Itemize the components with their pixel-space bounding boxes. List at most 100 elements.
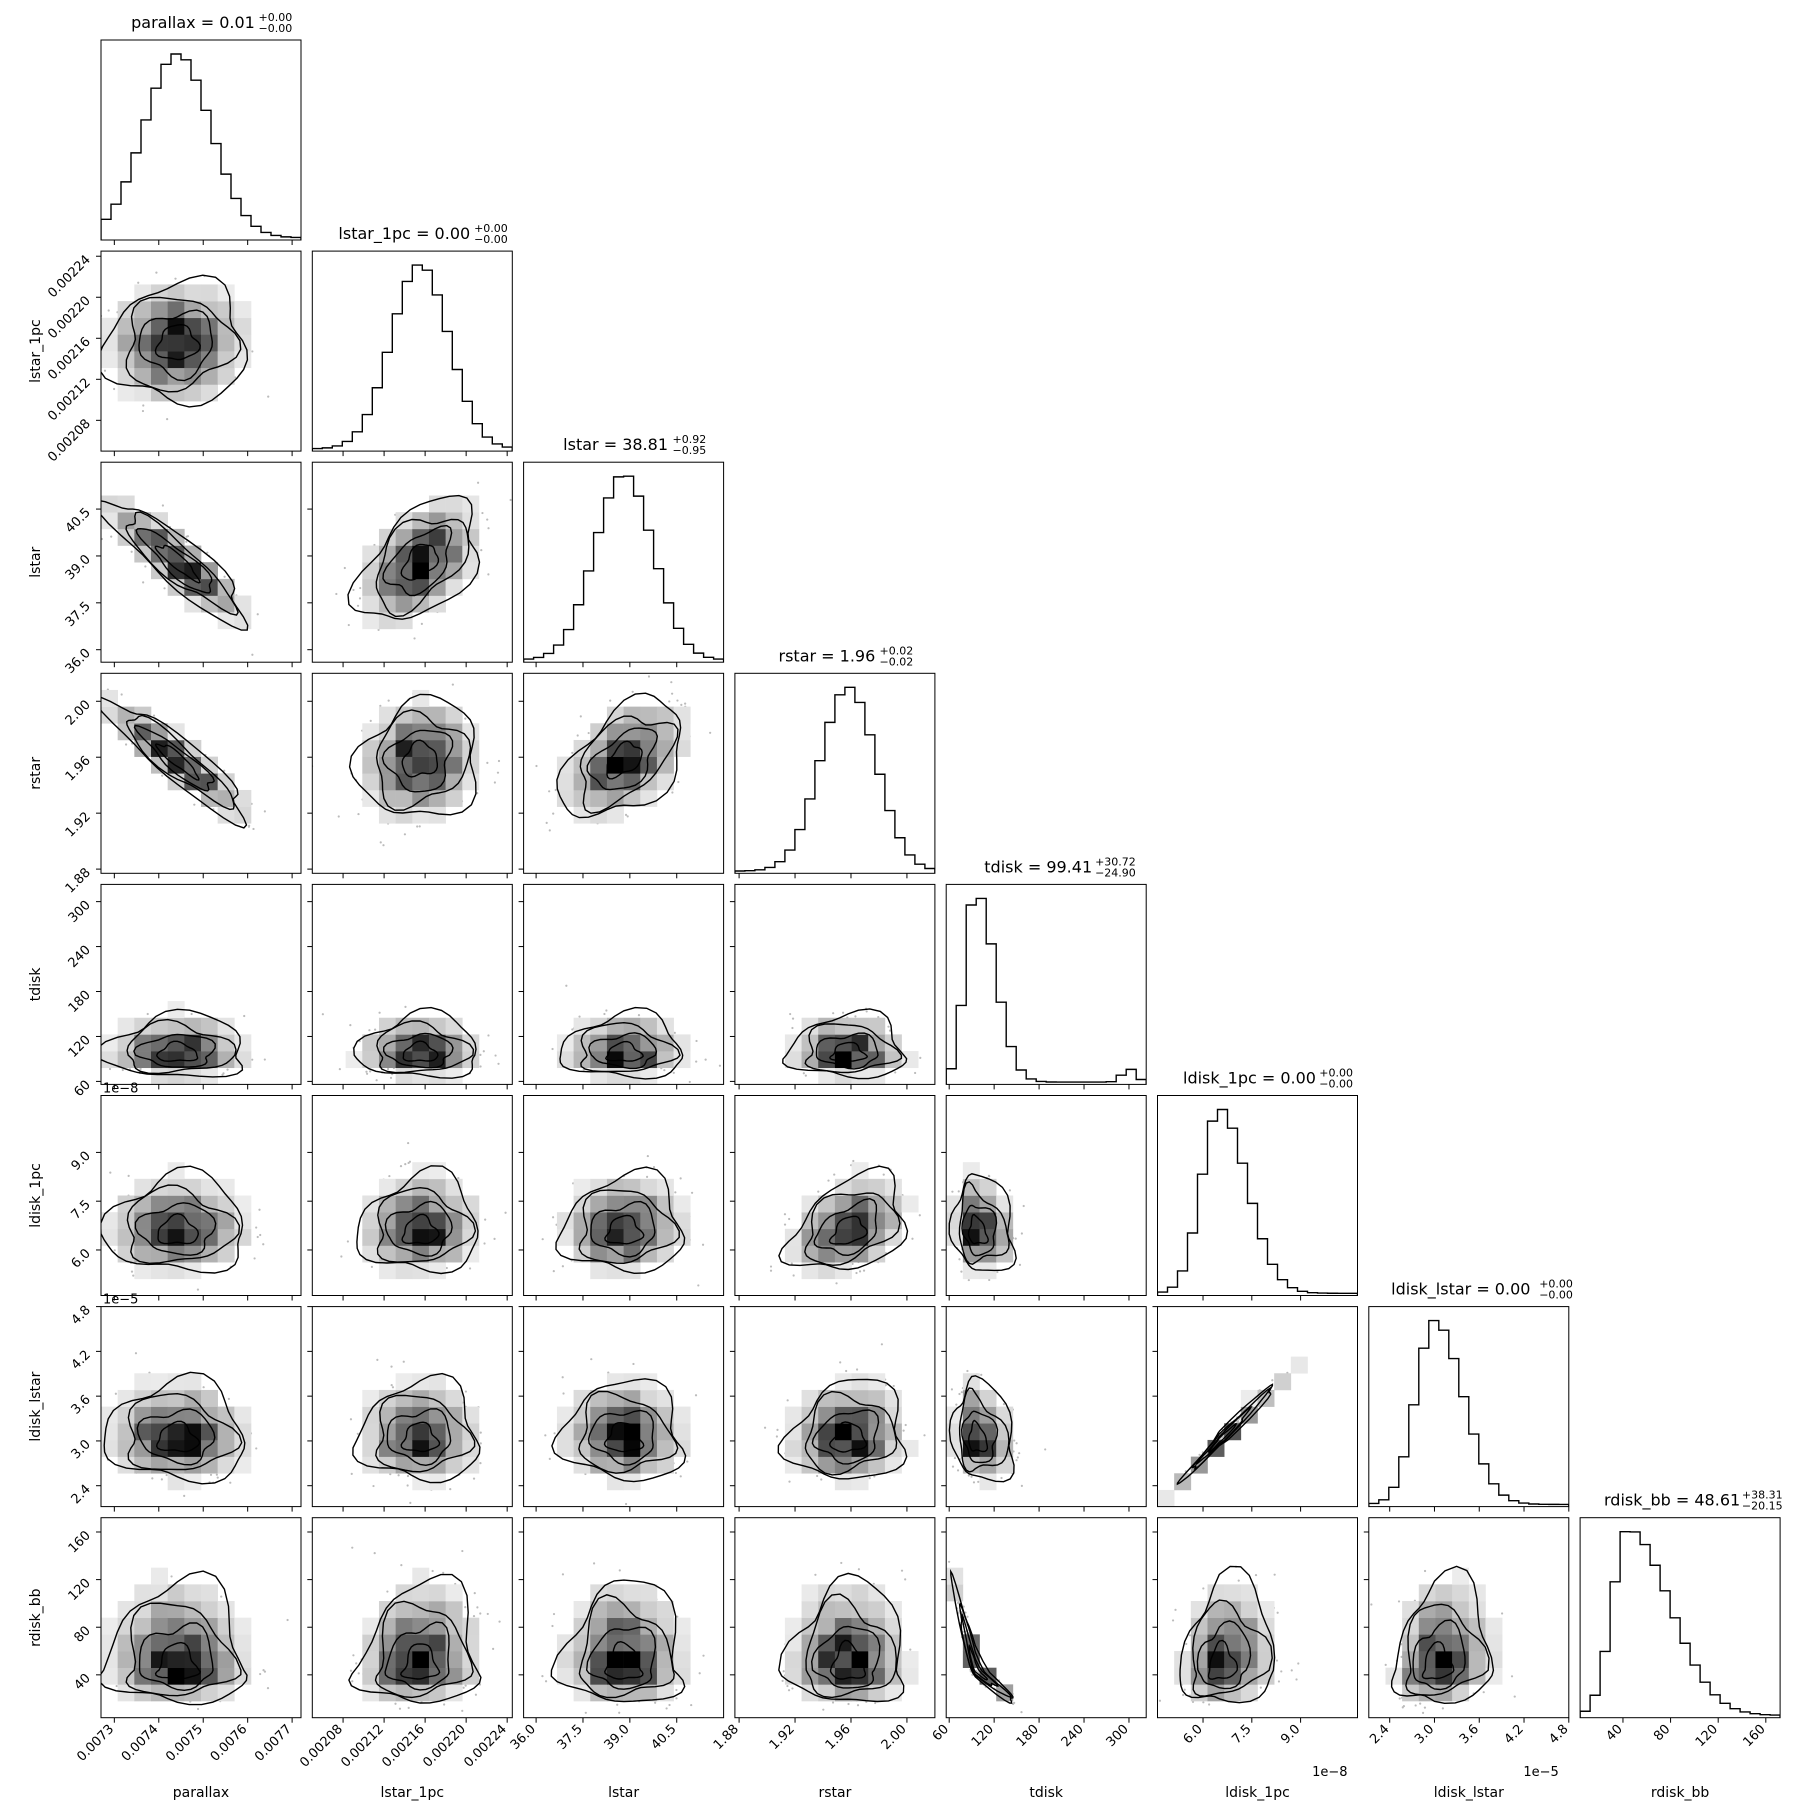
sample-point bbox=[919, 1056, 922, 1060]
sample-point bbox=[578, 1015, 581, 1018]
contour-line bbox=[382, 1032, 454, 1069]
density-cell bbox=[962, 1228, 980, 1246]
scatter-panel-ldisk_lstar-vs-lstar bbox=[518, 1306, 725, 1512]
sample-point bbox=[571, 1028, 574, 1031]
sample-point bbox=[252, 827, 255, 831]
density-cell bbox=[167, 284, 185, 302]
density-cell bbox=[184, 351, 202, 369]
sample-point bbox=[865, 1010, 868, 1013]
density-cell bbox=[884, 1178, 902, 1196]
sample-point bbox=[372, 1484, 375, 1488]
density-cell bbox=[345, 1051, 363, 1069]
contour-line bbox=[551, 1378, 687, 1483]
density-cell bbox=[556, 1406, 574, 1424]
sample-point bbox=[132, 1274, 135, 1277]
density-cell bbox=[167, 1439, 185, 1457]
density-cell bbox=[606, 789, 624, 807]
sample-point bbox=[918, 1214, 921, 1217]
sample-point bbox=[631, 690, 634, 693]
density-cell bbox=[134, 1212, 152, 1230]
density-cell bbox=[462, 1195, 480, 1213]
panel-frame bbox=[945, 883, 1147, 1085]
density-cell bbox=[445, 756, 463, 774]
density-cell bbox=[412, 756, 430, 774]
sample-point bbox=[165, 1473, 168, 1477]
density-cell bbox=[445, 1034, 463, 1052]
density-cell bbox=[640, 1389, 658, 1407]
density-cell bbox=[640, 1228, 658, 1246]
density-cell bbox=[623, 706, 641, 724]
density-cell bbox=[573, 1389, 591, 1407]
density-cell bbox=[590, 1034, 608, 1052]
density-cell bbox=[428, 528, 446, 546]
sample-point bbox=[967, 1278, 970, 1282]
density-cell bbox=[640, 756, 658, 774]
density-cell bbox=[134, 1017, 152, 1035]
density-cell bbox=[134, 351, 152, 369]
density-cell bbox=[445, 562, 463, 580]
density-cell bbox=[234, 1034, 252, 1052]
sample-point bbox=[617, 1085, 619, 1087]
sample-point bbox=[579, 715, 582, 718]
sample-point bbox=[163, 587, 166, 590]
sample-point bbox=[347, 623, 350, 627]
panel-frame bbox=[100, 39, 302, 241]
sample-point bbox=[113, 1249, 116, 1252]
contour-line bbox=[101, 274, 249, 408]
y-tick-label-tdisk: 300 bbox=[66, 898, 94, 926]
density-cell bbox=[573, 1406, 591, 1424]
sample-point bbox=[346, 1240, 349, 1243]
sample-point bbox=[389, 1473, 392, 1476]
sample-point bbox=[386, 1067, 390, 1071]
density-cell bbox=[217, 806, 235, 824]
density-cell bbox=[851, 1034, 869, 1052]
density-cell bbox=[606, 1373, 624, 1391]
sample-point bbox=[554, 788, 557, 792]
sample-point bbox=[709, 731, 712, 734]
panel-frame bbox=[734, 672, 936, 874]
contour-line bbox=[778, 1165, 909, 1271]
density-cell bbox=[117, 367, 135, 385]
contour-line bbox=[101, 500, 249, 631]
density-cell bbox=[445, 495, 463, 513]
density-cell bbox=[362, 1423, 380, 1441]
density-cell bbox=[201, 1178, 218, 1196]
sample-point bbox=[792, 1274, 795, 1277]
y-tick-label-ldisk_1pc: 9.0 bbox=[69, 1149, 94, 1174]
sample-point bbox=[464, 1390, 468, 1393]
contour-line bbox=[559, 1006, 684, 1080]
density-cell bbox=[201, 384, 218, 402]
title-ldisk_1pc: ldisk_1pc = 0.00 bbox=[1183, 1069, 1316, 1089]
sample-point bbox=[493, 1237, 496, 1240]
density-cell bbox=[606, 1067, 624, 1085]
panel-frame bbox=[311, 672, 513, 874]
density-cell bbox=[412, 739, 430, 757]
density-cell bbox=[573, 756, 591, 774]
density-cell bbox=[167, 545, 185, 563]
contour-line bbox=[578, 1189, 680, 1265]
sample-point bbox=[335, 592, 338, 596]
histogram-ldisk_1pc bbox=[1157, 1108, 1358, 1296]
sample-point bbox=[121, 1068, 124, 1072]
sample-point bbox=[258, 1208, 261, 1211]
contour-line bbox=[401, 739, 438, 778]
sample-point bbox=[1008, 1189, 1011, 1192]
density-cell bbox=[623, 1051, 641, 1069]
y-tick-label-lstar_1pc: 0.00216 bbox=[45, 335, 94, 384]
sample-point bbox=[142, 581, 145, 584]
contour-line bbox=[101, 696, 248, 829]
density-cell bbox=[151, 284, 168, 302]
contour-line bbox=[154, 544, 201, 584]
density-cell bbox=[201, 284, 218, 302]
density-cell bbox=[623, 1456, 641, 1474]
density-cell bbox=[167, 317, 185, 335]
sample-point bbox=[146, 1012, 149, 1016]
density-cell bbox=[801, 1245, 819, 1263]
density-cell bbox=[167, 384, 185, 402]
density-cell bbox=[134, 367, 152, 385]
density-cell bbox=[167, 1051, 185, 1069]
density-cell bbox=[445, 789, 463, 807]
density-cell bbox=[801, 1262, 819, 1280]
density-cell bbox=[590, 789, 608, 807]
